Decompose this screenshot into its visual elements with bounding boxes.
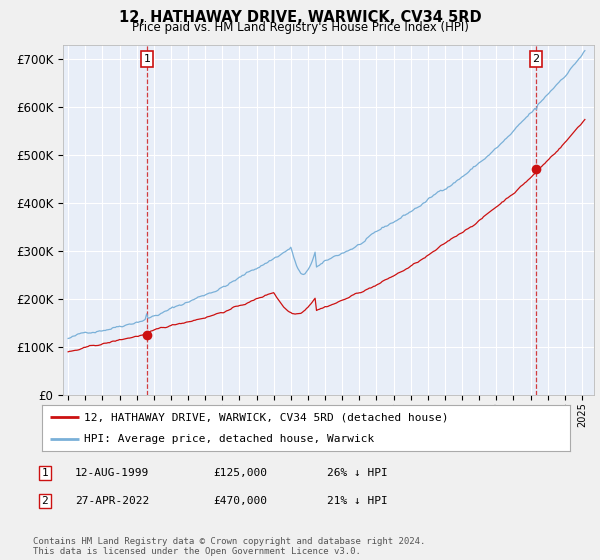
Text: HPI: Average price, detached house, Warwick: HPI: Average price, detached house, Warw…	[84, 435, 374, 444]
Text: 12-AUG-1999: 12-AUG-1999	[75, 468, 149, 478]
Text: 26% ↓ HPI: 26% ↓ HPI	[327, 468, 388, 478]
Text: 21% ↓ HPI: 21% ↓ HPI	[327, 496, 388, 506]
Text: 12, HATHAWAY DRIVE, WARWICK, CV34 5RD: 12, HATHAWAY DRIVE, WARWICK, CV34 5RD	[119, 10, 481, 25]
Text: £125,000: £125,000	[213, 468, 267, 478]
Text: 2: 2	[41, 496, 49, 506]
Text: 12, HATHAWAY DRIVE, WARWICK, CV34 5RD (detached house): 12, HATHAWAY DRIVE, WARWICK, CV34 5RD (d…	[84, 412, 449, 422]
Text: 1: 1	[41, 468, 49, 478]
Text: 1: 1	[143, 54, 151, 64]
Text: Contains HM Land Registry data © Crown copyright and database right 2024.
This d: Contains HM Land Registry data © Crown c…	[33, 536, 425, 556]
Text: Price paid vs. HM Land Registry's House Price Index (HPI): Price paid vs. HM Land Registry's House …	[131, 21, 469, 34]
Text: 27-APR-2022: 27-APR-2022	[75, 496, 149, 506]
Text: 2: 2	[533, 54, 539, 64]
Text: £470,000: £470,000	[213, 496, 267, 506]
